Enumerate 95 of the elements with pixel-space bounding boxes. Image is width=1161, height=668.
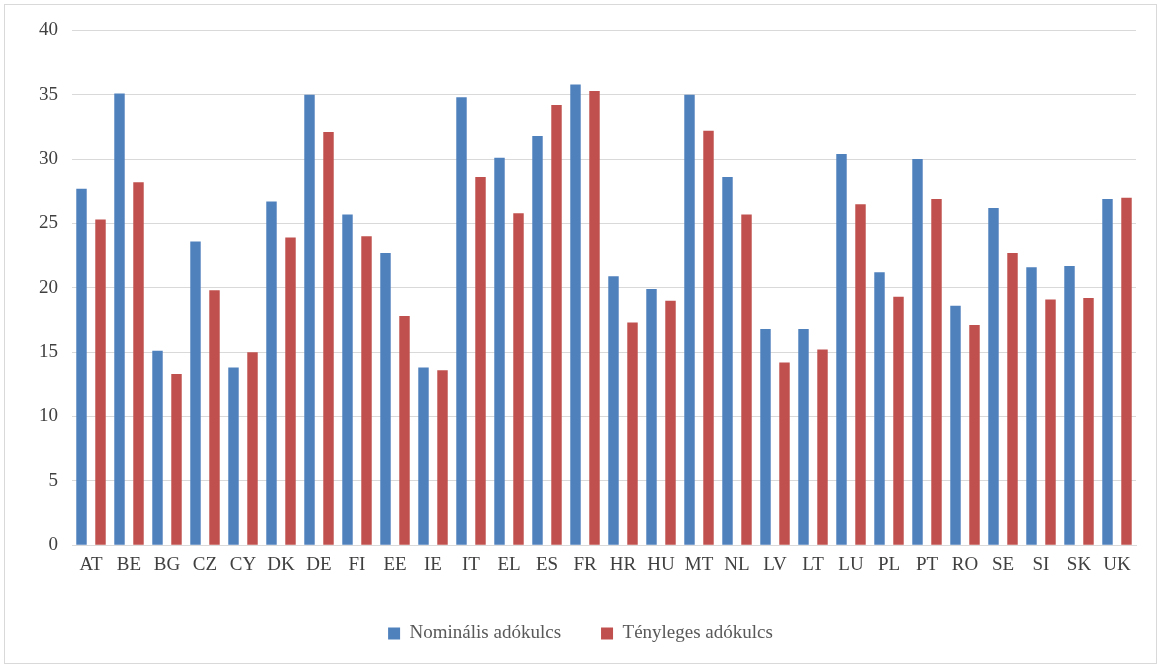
bar [570, 84, 581, 545]
x-tick-label: BE [116, 552, 142, 574]
bar [209, 290, 220, 545]
x-tick-label: CY [229, 552, 257, 574]
bar [247, 352, 258, 545]
x-tick-label: MT [684, 552, 714, 574]
x-tick-label: RO [951, 552, 979, 574]
x-tick-label: FR [573, 552, 597, 574]
x-tick-label: UK [1103, 552, 1131, 574]
bar [361, 236, 372, 545]
bar [950, 305, 961, 545]
bar [418, 367, 429, 545]
bar [931, 199, 942, 545]
bar [95, 219, 106, 545]
bar [551, 105, 562, 545]
x-tick-label: LT [802, 552, 825, 574]
y-tick-label: 5 [48, 468, 58, 490]
bar [1026, 267, 1037, 545]
x-tick-label: EE [383, 552, 407, 574]
bar [399, 316, 410, 545]
bar [380, 253, 391, 545]
y-tick-label: 15 [39, 340, 58, 362]
bar [304, 94, 315, 545]
bar [171, 374, 182, 545]
bar [608, 276, 619, 545]
x-tick-label: LV [763, 552, 788, 574]
bar [684, 94, 695, 545]
bar [76, 188, 87, 545]
x-tick-label: AT [79, 552, 103, 574]
y-tick-label: 10 [39, 404, 58, 426]
bar [494, 157, 505, 545]
bar [285, 237, 296, 545]
x-tick-label: SK [1066, 552, 1092, 574]
bar [665, 300, 676, 545]
x-tick-label: HR [609, 552, 637, 574]
bar [1064, 265, 1075, 545]
bar [152, 350, 163, 545]
bar [513, 213, 524, 545]
x-tick-label: HU [647, 552, 675, 574]
x-tick-label: PT [915, 552, 939, 574]
x-tick-label: CZ [192, 552, 218, 574]
bar [190, 241, 201, 545]
x-tick-label: IE [424, 552, 442, 574]
y-tick-label: 0 [48, 533, 58, 555]
x-tick-label: BG [153, 552, 181, 574]
bar [646, 289, 657, 545]
x-tick-label: FI [348, 552, 366, 574]
x-tick-label: SE [991, 552, 1015, 574]
bar [798, 328, 809, 545]
bar [1007, 253, 1018, 545]
bar [437, 370, 448, 545]
x-tick-label: IT [462, 552, 481, 574]
bar [741, 214, 752, 545]
legend-label: Tényleges adókulcs [622, 621, 773, 643]
x-tick-label: ES [535, 552, 559, 574]
bar [475, 177, 486, 545]
y-tick-label: 35 [39, 82, 58, 104]
x-tick-label: DE [306, 552, 332, 574]
bar [836, 153, 847, 545]
bar [817, 349, 828, 545]
bar [456, 97, 467, 545]
y-tick-label: 25 [39, 211, 58, 233]
bar [532, 135, 543, 545]
bar [703, 130, 714, 545]
y-tick-label: 30 [39, 147, 58, 169]
y-tick-label: 20 [39, 275, 58, 297]
bar [133, 182, 144, 545]
bar [874, 272, 885, 545]
bar [627, 322, 638, 545]
bar [912, 159, 923, 545]
x-tick-label: DK [267, 552, 295, 574]
bar [855, 204, 866, 545]
bar [342, 214, 353, 545]
x-tick-label: NL [724, 552, 750, 574]
bar [589, 90, 600, 545]
bar [1121, 197, 1132, 545]
x-tick-label: PL [877, 552, 901, 574]
bar [722, 177, 733, 545]
y-tick-label: 40 [39, 18, 58, 40]
bar [779, 362, 790, 545]
bar [988, 208, 999, 545]
x-tick-label: LU [838, 552, 864, 574]
bar [760, 328, 771, 545]
bar [1083, 298, 1094, 545]
x-tick-label: EL [497, 552, 521, 574]
bar [969, 325, 980, 545]
bar [893, 296, 904, 545]
bar [266, 201, 277, 545]
bar [114, 93, 125, 545]
legend-label: Nominális adókulcs [409, 621, 562, 643]
bar [1102, 199, 1113, 545]
x-tick-label: SI [1032, 552, 1050, 574]
bar [1045, 299, 1056, 545]
bar [323, 132, 334, 545]
bar [228, 367, 239, 545]
